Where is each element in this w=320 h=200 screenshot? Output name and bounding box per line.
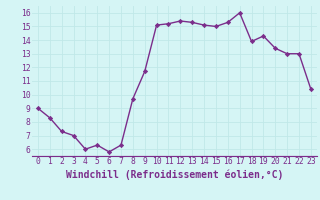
X-axis label: Windchill (Refroidissement éolien,°C): Windchill (Refroidissement éolien,°C) [66,169,283,180]
